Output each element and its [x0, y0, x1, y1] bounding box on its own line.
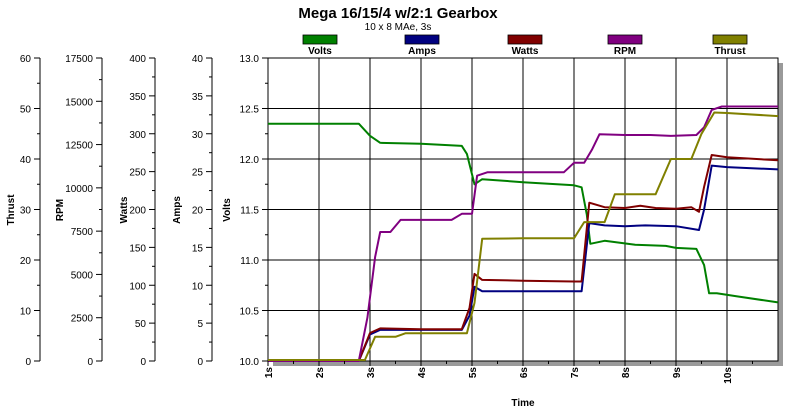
y-tick-label: 15000	[65, 97, 93, 108]
y-tick-label: 7500	[71, 227, 94, 238]
y-tick-label: 30	[192, 130, 204, 141]
x-axis: 1s 2s 3s 4s 5s 6s 7s 8s 9s 10s	[264, 361, 753, 384]
plot-area	[267, 57, 783, 366]
legend-label-rpm: RPM	[614, 46, 636, 57]
y-tick-label: 15	[192, 243, 204, 254]
y-tick-label: 50	[135, 319, 147, 330]
legend: Volts Amps Watts RPM Thrust	[302, 34, 748, 57]
y-tick-label: 35	[192, 92, 204, 103]
y-tick-label: 5000	[71, 270, 94, 281]
x-tick-label: 9s	[672, 367, 683, 379]
y-tick-label: 150	[129, 243, 146, 254]
y-tick-label: 250	[129, 168, 146, 179]
y-axis-rpm: 0 2500 5000 7500 10000 12500 15000 17500 RPM	[55, 54, 103, 368]
y-axis-label: Volts	[222, 198, 233, 222]
y-axis-watts: 0 50 100 150 200 250 300 350 400 Watts	[119, 54, 156, 368]
series-line-volts	[268, 122, 779, 304]
y-tick-label: 17500	[65, 54, 93, 65]
y-tick-label: 12500	[65, 141, 93, 152]
x-tick-label: 4s	[417, 367, 428, 379]
series-line-rpm	[268, 105, 778, 362]
legend-swatch-volts	[302, 34, 338, 45]
x-tick-label: 10s	[723, 367, 734, 384]
y-axis-label: RPM	[55, 199, 66, 221]
x-tick-label: 5s	[468, 367, 479, 379]
x-tick-label: 6s	[519, 367, 530, 379]
legend-swatch-rpm	[607, 34, 643, 45]
legend-swatch-watts	[507, 34, 543, 45]
y-tick-label: 60	[20, 54, 32, 65]
y-axis-volts: 10.0 10.5 11.0 11.5 12.0 12.5 13.0 Volts	[222, 54, 269, 368]
y-tick-label: 5	[197, 319, 203, 330]
y-tick-label: 0	[197, 357, 203, 368]
y-tick-label: 40	[20, 155, 32, 166]
y-tick-label: 0	[25, 357, 31, 368]
series-lines	[268, 105, 779, 362]
chart-subtitle: 10 x 8 MAe, 3s	[365, 22, 432, 33]
x-tick-label: 8s	[621, 367, 632, 379]
y-tick-label: 25	[192, 168, 204, 179]
x-tick-label: 3s	[366, 367, 377, 379]
y-tick-label: 10.0	[240, 357, 260, 368]
y-tick-label: 100	[129, 281, 146, 292]
y-tick-label: 10	[20, 307, 32, 318]
legend-label-volts: Volts	[308, 46, 332, 57]
y-tick-label: 10000	[65, 184, 93, 195]
legend-swatch-thrust	[712, 34, 748, 45]
y-axis-label: Watts	[119, 196, 130, 223]
y-tick-label: 0	[87, 357, 93, 368]
series-line-watts	[268, 154, 779, 362]
y-tick-label: 350	[129, 92, 146, 103]
y-tick-label: 0	[140, 357, 146, 368]
x-tick-label: 2s	[315, 367, 326, 379]
y-tick-label: 10.5	[240, 307, 260, 318]
y-tick-label: 20	[20, 256, 32, 267]
y-tick-label: 400	[129, 54, 146, 65]
legend-label-watts: Watts	[512, 46, 539, 57]
y-tick-label: 13.0	[240, 54, 260, 65]
y-tick-label: 10	[192, 281, 204, 292]
y-axis-label: Thrust	[6, 194, 17, 226]
y-tick-label: 30	[20, 206, 32, 217]
y-tick-label: 20	[192, 206, 204, 217]
y-tick-label: 2500	[71, 314, 94, 325]
y-tick-label: 11.0	[240, 256, 259, 267]
series-line-thrust	[268, 111, 779, 361]
legend-label-amps: Amps	[408, 46, 436, 57]
legend-swatch-amps	[404, 34, 440, 45]
y-tick-label: 12.0	[240, 155, 260, 166]
chart-title: Mega 16/15/4 w/2:1 Gearbox	[298, 5, 498, 22]
y-axis-label: Amps	[172, 196, 183, 224]
y-tick-label: 11.5	[240, 206, 259, 217]
x-axis-label: Time	[511, 398, 535, 409]
y-tick-label: 12.5	[240, 105, 260, 116]
x-tick-label: 7s	[570, 367, 581, 379]
y-axis-amps: 0 5 10 15 20 25 30 35 40 Amps	[172, 54, 213, 368]
series-line-amps	[268, 164, 779, 362]
y-tick-label: 300	[129, 130, 146, 141]
y-axes: 0102030405060Thrust025005000750010000125…	[6, 54, 269, 368]
legend-label-thrust: Thrust	[714, 46, 746, 57]
x-tick-label: 1s	[264, 367, 275, 379]
y-tick-label: 40	[192, 54, 204, 65]
y-axis-thrust: 0 10 20 30 40 50 60 Thrust	[6, 54, 41, 368]
y-tick-label: 200	[129, 206, 146, 217]
y-tick-label: 50	[20, 105, 32, 116]
